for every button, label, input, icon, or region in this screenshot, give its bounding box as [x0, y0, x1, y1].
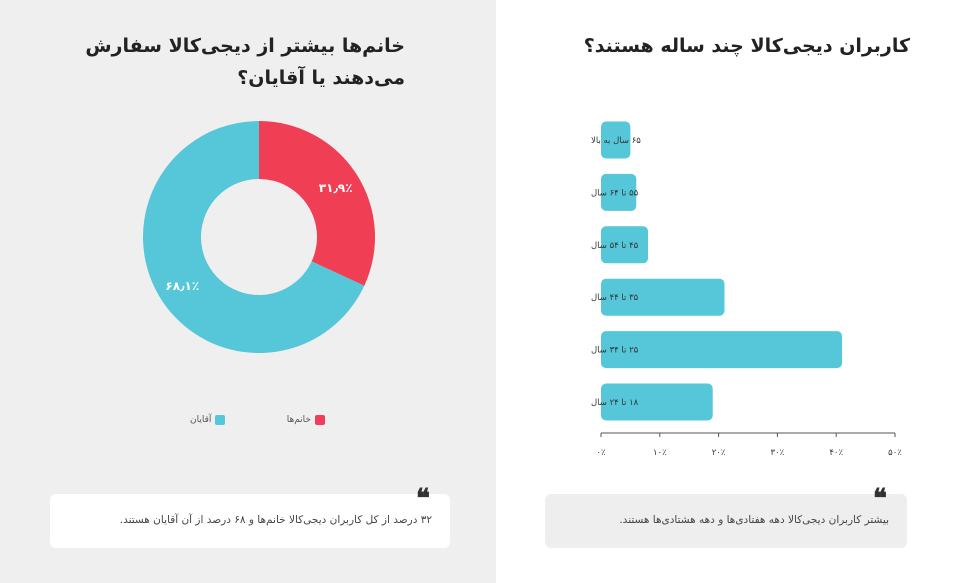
bar	[601, 226, 649, 264]
bar	[601, 121, 631, 159]
donut-slice	[259, 121, 375, 286]
bar	[601, 331, 843, 369]
bar	[601, 173, 637, 211]
legend-swatch-women	[315, 415, 325, 425]
legend-label-men: آقایان	[190, 415, 212, 425]
bar	[601, 278, 725, 316]
donut-value-label: ۳۱٫۹٪	[319, 181, 353, 195]
age-chart-title: کاربران دیجی‌کالا چند ساله هستند؟	[583, 35, 910, 57]
x-tick-label: ۴۰٪	[829, 448, 843, 458]
donut-slice	[142, 121, 365, 353]
gender-legend: خانم‌ها آقایان	[190, 410, 325, 430]
x-tick-label: ۰٪	[596, 448, 606, 458]
category-label: ۵۵ تا ۶۴ سال	[591, 188, 639, 198]
donut-value-label: ۶۸٫۱٪	[165, 279, 199, 293]
category-label: ۱۸ تا ۲۴ سال	[591, 398, 639, 408]
x-tick-label: ۲۰٪	[712, 448, 726, 458]
gender-quote-text: ۳۲ درصد از کل کاربران دیجی‌کالا خانم‌ها …	[119, 514, 432, 526]
quote-icon: ❝	[873, 484, 887, 514]
age-quote-box: ❝ بیشتر کاربران دیجی‌کالا دهه هفتادی‌ها …	[545, 486, 907, 548]
gender-quote-box: ❝ ۳۲ درصد از کل کاربران دیجی‌کالا خانم‌ه…	[50, 486, 450, 548]
age-panel	[496, 0, 960, 583]
x-tick-label: ۵۰٪	[888, 448, 902, 458]
legend-item-women: خانم‌ها	[287, 415, 325, 425]
quote-icon: ❝	[416, 484, 430, 514]
category-label: ۴۵ تا ۵۴ سال	[591, 241, 639, 251]
category-label: ۲۵ تا ۳۴ سال	[591, 346, 639, 356]
legend-label-women: خانم‌ها	[286, 415, 311, 425]
gender-chart-title: خانم‌ها بیشتر از دیجی‌کالا سفارش می‌دهند…	[85, 35, 405, 89]
bar	[601, 383, 713, 421]
category-label: ۶۵ سال به بالا	[591, 136, 641, 146]
x-tick-label: ۳۰٪	[771, 448, 785, 458]
gender-panel	[0, 0, 496, 583]
age-quote-text: بیشتر کاربران دیجی‌کالا دهه هفتادی‌ها و …	[619, 514, 889, 526]
category-label: ۳۵ تا ۴۴ سال	[591, 293, 639, 303]
x-tick-label: ۱۰٪	[653, 448, 667, 458]
legend-item-men: آقایان	[190, 415, 226, 425]
legend-swatch-men	[215, 415, 226, 425]
